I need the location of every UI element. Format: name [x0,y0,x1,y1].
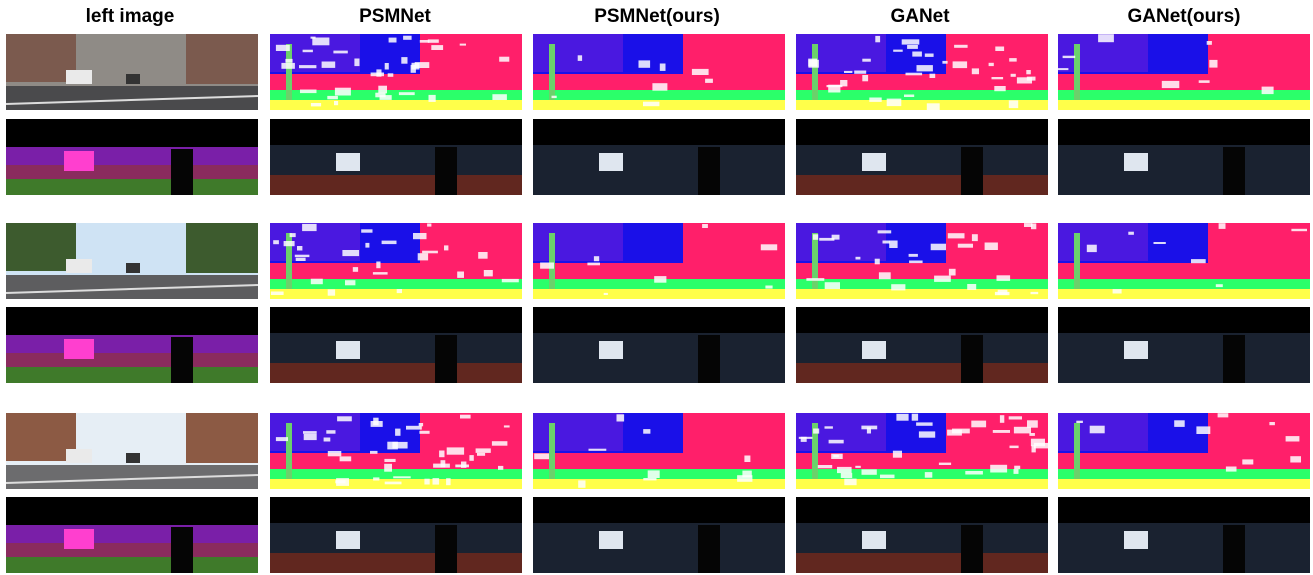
disparity-map-scene-1-col4 [1058,34,1310,110]
ground-truth-map-scene-3-col0 [6,497,258,573]
column-header-4: GANet(ours) [1127,6,1241,27]
disparity-map-scene-3-col3 [796,413,1048,489]
disparity-map-scene-2-col1 [270,223,522,299]
error-map-scene-2-col3 [796,307,1048,383]
error-map-scene-2-col1 [270,307,522,383]
disparity-map-scene-2-col4 [1058,223,1310,299]
disparity-map-scene-1-col2 [533,34,785,110]
left-image-scene-2-col0 [6,223,258,299]
column-header-3: GANet [890,6,950,27]
disparity-map-scene-3-col1 [270,413,522,489]
disparity-map-scene-3-col2 [533,413,785,489]
left-image-scene-1-col0 [6,34,258,110]
ground-truth-map-scene-1-col0 [6,119,258,195]
ground-truth-map-scene-2-col0 [6,307,258,383]
error-map-scene-1-col3 [796,119,1048,195]
error-map-scene-3-col2 [533,497,785,573]
error-map-scene-2-col2 [533,307,785,383]
error-map-scene-3-col1 [270,497,522,573]
disparity-map-scene-1-col3 [796,34,1048,110]
error-map-scene-1-col1 [270,119,522,195]
error-map-scene-3-col4 [1058,497,1310,573]
error-map-scene-2-col4 [1058,307,1310,383]
column-header-0: left image [85,6,175,27]
disparity-map-scene-2-col2 [533,223,785,299]
column-header-1: PSMNet [359,6,431,27]
error-map-scene-1-col2 [533,119,785,195]
error-map-scene-1-col4 [1058,119,1310,195]
disparity-map-scene-3-col4 [1058,413,1310,489]
column-header-2: PSMNet(ours) [594,6,720,27]
left-image-scene-3-col0 [6,413,258,489]
error-map-scene-3-col3 [796,497,1048,573]
disparity-map-scene-2-col3 [796,223,1048,299]
disparity-map-scene-1-col1 [270,34,522,110]
